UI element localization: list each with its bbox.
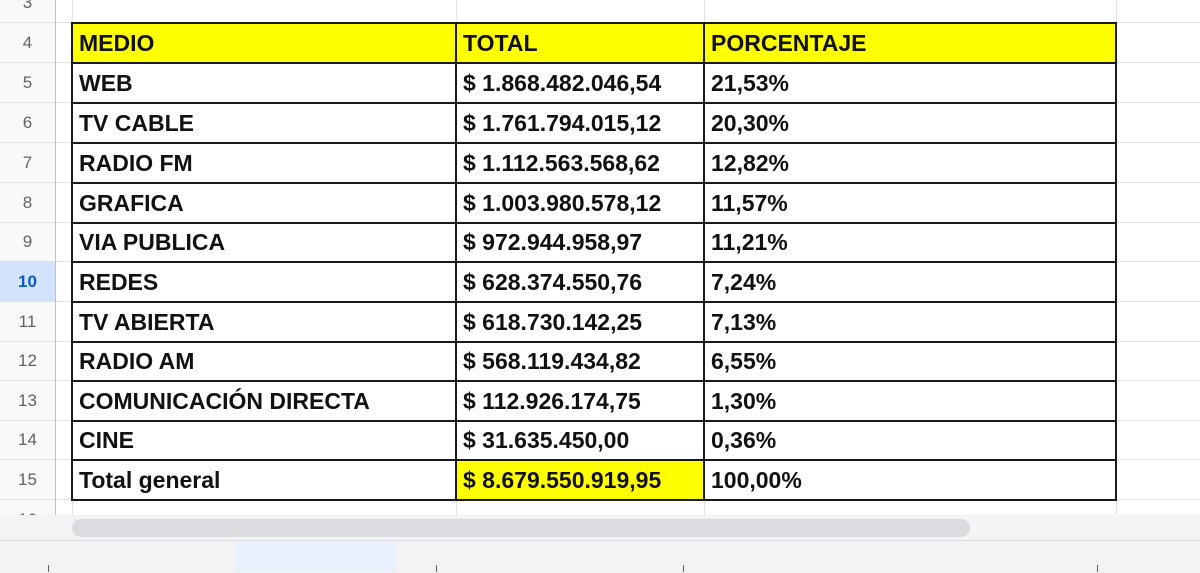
cell-medio[interactable]: VIA PUBLICA bbox=[79, 229, 226, 255]
table-border-horizontal bbox=[71, 182, 1117, 184]
header-cell-porcentaje[interactable]: PORCENTAJE bbox=[704, 23, 1116, 63]
row-header-12[interactable]: 12 bbox=[0, 342, 55, 381]
table-border-horizontal bbox=[71, 102, 1117, 104]
row-header-16[interactable]: 16 bbox=[0, 500, 55, 516]
cell-total[interactable]: $ 31.635.450,00 bbox=[463, 427, 630, 453]
row-header-8[interactable]: 8 bbox=[0, 183, 55, 223]
header-cell-total[interactable]: TOTAL bbox=[456, 23, 704, 63]
cell-porcentaje[interactable]: 1,30% bbox=[711, 387, 777, 414]
cell-total[interactable]: $ 1.868.482.046,54 bbox=[463, 69, 662, 96]
spreadsheet-grid[interactable]: 345678910111213141516 MEDIOTOTALPORCENTA… bbox=[0, 0, 1200, 515]
row-header-9[interactable]: 9 bbox=[0, 223, 55, 262]
row-header-14[interactable]: 14 bbox=[0, 421, 55, 460]
table-border-horizontal bbox=[71, 341, 1117, 343]
total-cell-medio[interactable]: Total general bbox=[79, 466, 221, 493]
cell-total[interactable]: $ 1.112.563.568,62 bbox=[463, 149, 660, 176]
total-cell-total[interactable]: $ 8.679.550.919,95 bbox=[456, 460, 704, 500]
cell-porcentaje[interactable]: 11,57% bbox=[711, 189, 788, 216]
cell-porcentaje[interactable]: 21,53% bbox=[711, 69, 790, 96]
cell-porcentaje[interactable]: 7,24% bbox=[711, 268, 777, 295]
cell-medio[interactable]: REDES bbox=[79, 268, 159, 295]
cell-medio[interactable]: CINE bbox=[79, 427, 134, 453]
cell-medio[interactable]: RADIO FM bbox=[79, 149, 193, 176]
row-header-column: 345678910111213141516 bbox=[0, 0, 56, 515]
cell-medio[interactable]: TV CABLE bbox=[79, 109, 194, 136]
cell-total[interactable]: $ 1.761.794.015,12 bbox=[463, 109, 662, 136]
cell-total[interactable]: $ 112.926.174,75 bbox=[463, 387, 641, 414]
sheet-bar-divider bbox=[436, 565, 437, 572]
cell-total[interactable]: $ 618.730.142,25 bbox=[463, 308, 643, 335]
row-header-15[interactable]: 15 bbox=[0, 460, 55, 500]
table-border-vertical bbox=[71, 22, 73, 501]
table-border-vertical bbox=[703, 22, 705, 501]
table-border-horizontal bbox=[71, 459, 1117, 461]
table-border-horizontal bbox=[71, 301, 1117, 303]
row-header-3[interactable]: 3 bbox=[0, 0, 55, 23]
total-cell-porcentaje[interactable]: 100,00% bbox=[711, 466, 802, 493]
table-border-horizontal bbox=[71, 499, 1117, 501]
table-border-vertical bbox=[455, 22, 457, 501]
cell-porcentaje[interactable]: 12,82% bbox=[711, 149, 790, 176]
table-border-horizontal bbox=[71, 22, 1117, 24]
table-border-horizontal bbox=[71, 142, 1117, 144]
sheet-bar-divider bbox=[683, 565, 684, 572]
sheet-bar-divider bbox=[1097, 565, 1098, 572]
sheet-bar-divider bbox=[48, 565, 49, 572]
cell-porcentaje[interactable]: 7,13% bbox=[711, 308, 777, 335]
row-header-11[interactable]: 11 bbox=[0, 302, 55, 342]
cell-porcentaje[interactable]: 0,36% bbox=[711, 427, 777, 453]
horizontal-scrollbar-thumb[interactable] bbox=[72, 519, 970, 537]
sheet-tab-active[interactable] bbox=[236, 541, 396, 572]
cell-medio[interactable]: COMUNICACIÓN DIRECTA bbox=[79, 387, 370, 414]
row-header-4[interactable]: 4 bbox=[0, 23, 55, 63]
cell-porcentaje[interactable]: 11,21% bbox=[711, 229, 788, 255]
row-header-7[interactable]: 7 bbox=[0, 143, 55, 183]
cell-porcentaje[interactable]: 20,30% bbox=[711, 109, 790, 136]
cell-porcentaje[interactable]: 6,55% bbox=[711, 348, 777, 374]
row-header-6[interactable]: 6 bbox=[0, 103, 55, 143]
header-cell-medio[interactable]: MEDIO bbox=[72, 23, 456, 63]
cell-medio[interactable]: WEB bbox=[79, 69, 133, 96]
table-border-vertical bbox=[1115, 22, 1117, 501]
row-header-10[interactable]: 10 bbox=[0, 262, 55, 302]
row-header-13[interactable]: 13 bbox=[0, 381, 55, 421]
table-border-horizontal bbox=[71, 261, 1117, 263]
cell-total[interactable]: $ 568.119.434,82 bbox=[463, 348, 641, 374]
table-border-horizontal bbox=[71, 62, 1117, 64]
cell-medio[interactable]: TV ABIERTA bbox=[79, 308, 215, 335]
cell-total[interactable]: $ 972.944.958,97 bbox=[463, 229, 643, 255]
cell-medio[interactable]: RADIO AM bbox=[79, 348, 195, 374]
cell-medio[interactable]: GRAFICA bbox=[79, 189, 184, 216]
sheet-tabs-bar bbox=[0, 540, 1200, 573]
cell-total[interactable]: $ 628.374.550,76 bbox=[463, 268, 643, 295]
table-border-horizontal bbox=[71, 380, 1117, 382]
cell-total[interactable]: $ 1.003.980.578,12 bbox=[463, 189, 662, 216]
table-border-horizontal bbox=[71, 420, 1117, 422]
row-header-5[interactable]: 5 bbox=[0, 63, 55, 103]
table-border-horizontal bbox=[71, 222, 1117, 224]
